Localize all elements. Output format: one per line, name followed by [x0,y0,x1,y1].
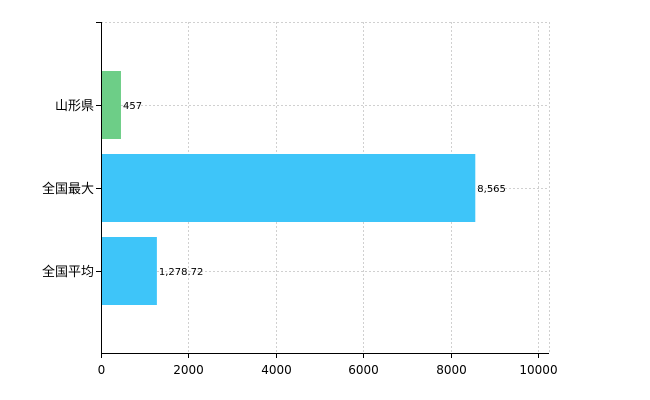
x-tick-label-1: 2000 [173,363,204,377]
x-tick-label-5: 10000 [519,363,557,377]
data-label-2: 1,278.72 [159,267,204,278]
bar-0 [102,71,121,139]
data-label-1: 8,565 [477,184,506,195]
data-label-0: 457 [123,101,142,112]
bar-1 [102,154,476,222]
y-tick-label-2: 全国平均 [42,264,94,280]
x-tick-label-2: 4000 [261,363,292,377]
x-tick-label-4: 8000 [436,363,467,377]
y-tick-label-1: 全国最大 [42,181,94,197]
bar-2 [102,237,157,305]
x-tick-label-0: 0 [98,363,106,377]
y-tick-label-0: 山形県 [55,99,94,114]
x-tick-label-3: 6000 [348,363,379,377]
